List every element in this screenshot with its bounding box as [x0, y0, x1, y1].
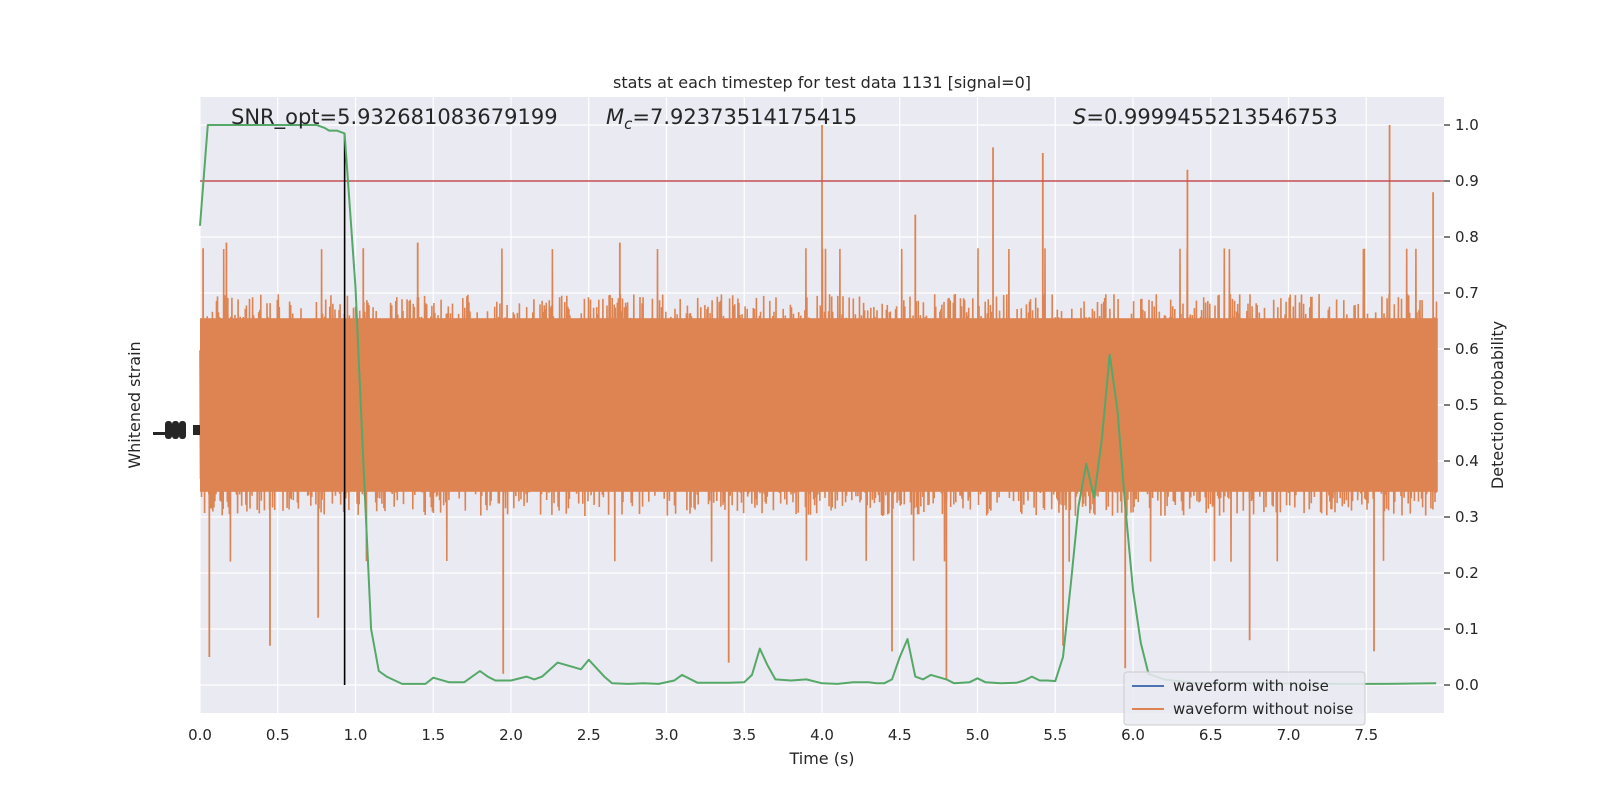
- x-tick-label: 3.5: [732, 726, 756, 744]
- x-tick-label: 2.5: [577, 726, 601, 744]
- y-tick-label-right: 0.7: [1455, 284, 1479, 302]
- x-tick-label: 4.0: [810, 726, 834, 744]
- axes-layer: 0.0 0.5 1.0 1.5 2.0 2.5 3.0 3.5 4.0 4.5 5.0 5.5 6.0 6…: [188, 116, 1479, 744]
- x-axis-label: Time (s): [788, 749, 854, 768]
- y-tick-label-right: 0.5: [1455, 396, 1479, 414]
- x-tick-label: 7.0: [1277, 726, 1301, 744]
- chart-title: stats at each timestep for test data 113…: [613, 73, 1031, 92]
- left-axis-overlapping-ticks: [153, 421, 200, 439]
- detection-probability-line: [199, 124, 1437, 685]
- y-tick-label-right: 0.6: [1455, 340, 1479, 358]
- annotation-mc-value: =7.92373514175415: [632, 105, 857, 129]
- x-tick-label: 1.0: [344, 726, 368, 744]
- y-tick-label-right: 0.0: [1455, 676, 1479, 694]
- annotation-s-value: =0.9999455213546753: [1086, 105, 1337, 129]
- annotation-snr: SNR_opt=5.932681083679199: [231, 105, 558, 130]
- y-tick-label-right: 0.8: [1455, 228, 1479, 246]
- noise-series: [199, 125, 1438, 680]
- x-tick-label: 0.5: [266, 726, 290, 744]
- y-tick-label-right: 0.3: [1455, 508, 1479, 526]
- legend-label-without-noise: waveform without noise: [1173, 700, 1353, 718]
- annotation-mc-sub: c: [624, 115, 633, 133]
- y-tick-label-right: 0.2: [1455, 564, 1479, 582]
- x-tick-label: 5.5: [1043, 726, 1067, 744]
- legend-frame: [1123, 671, 1366, 726]
- x-tick-label: 1.5: [421, 726, 445, 744]
- x-tick-label: 4.5: [888, 726, 912, 744]
- y-tick-label-right: 0.9: [1455, 172, 1479, 190]
- x-tick-label: 7.5: [1354, 726, 1378, 744]
- legend: waveform with noise waveform without noi…: [1123, 671, 1366, 726]
- annotation-mc: Mc=7.92373514175415: [606, 105, 857, 133]
- annotation-mc-prefix: M: [606, 105, 624, 129]
- noise-core: [200, 318, 1438, 492]
- y-axis-label-right: Detection probability: [1488, 321, 1507, 489]
- annotation-s-prefix: S: [1073, 105, 1086, 129]
- x-tick-label: 0.0: [188, 726, 212, 744]
- y-tick-label-right: 0.4: [1455, 452, 1479, 470]
- x-tick-label: 3.0: [655, 726, 679, 744]
- overlay-layer: [199, 124, 1444, 685]
- y-axis-label-left: Whitened strain: [125, 341, 144, 468]
- x-tick-label: 6.5: [1199, 726, 1223, 744]
- y-tick-label-right: 0.1: [1455, 620, 1479, 638]
- x-tick-label: 6.0: [1121, 726, 1145, 744]
- x-tick-label: 2.0: [499, 726, 523, 744]
- legend-label-with-noise: waveform with noise: [1173, 677, 1329, 695]
- x-tick-label: 5.0: [966, 726, 990, 744]
- y-tick-label-right: 1.0: [1455, 116, 1479, 134]
- annotation-s: S=0.9999455213546753: [1073, 105, 1338, 129]
